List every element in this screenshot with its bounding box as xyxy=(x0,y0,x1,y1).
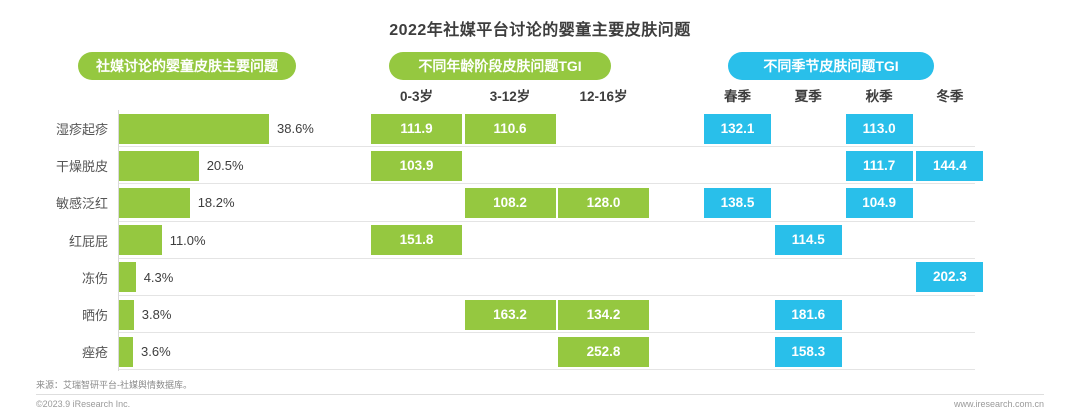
category-label: 红屁屁 xyxy=(68,233,108,249)
age-column-header-0-3: 0-3岁 xyxy=(399,89,433,104)
chart-row-3: 敏感泛红 18.2% 108.2 128.0 138.5 104.9 xyxy=(0,184,1080,222)
share-value-label: 4.3% xyxy=(143,269,174,285)
category-label: 敏感泛红 xyxy=(55,196,108,212)
category-label: 痤疮 xyxy=(81,345,108,361)
season-tgi-cell: 113.0 xyxy=(845,113,913,144)
page-title: 2022年社媒平台讨论的婴童主要皮肤问题 xyxy=(389,22,691,39)
copyright-label: ©2023.9 iResearch Inc. xyxy=(36,399,131,409)
chart-grid: 湿疹起疹 38.6% 111.9 110.6 132.1 113.0 干燥脱皮 20.5% 10… xyxy=(0,110,1080,371)
row-gridline xyxy=(118,220,975,222)
row-gridline xyxy=(118,257,975,259)
season-tgi-cell: 138.5 xyxy=(704,187,771,218)
age-tgi-cell: 252.8 xyxy=(558,336,649,367)
category-label: 冻伤 xyxy=(81,270,108,286)
category-label: 湿疹起疹 xyxy=(55,122,108,138)
share-bar xyxy=(119,225,162,256)
share-bar xyxy=(119,299,134,330)
chart-row-5: 冻伤 4.3% 202.3 xyxy=(0,259,1080,296)
season-tgi-cell: 104.9 xyxy=(845,187,913,218)
source-note: 来源：艾瑞智研平台-社媒舆情数据库。 xyxy=(36,380,192,390)
chart-row-7: 痤疮 3.6% 252.8 158.3 xyxy=(0,333,1080,371)
age-tgi-cell: 134.2 xyxy=(558,299,649,330)
age-tgi-cell: 110.6 xyxy=(464,113,556,144)
bar-chart-axis-line xyxy=(118,110,119,371)
season-tgi-cell: 114.5 xyxy=(774,225,842,256)
season-column-header-winter: 冬季 xyxy=(936,89,964,104)
share-bar xyxy=(119,150,199,181)
chart-row-1: 湿疹起疹 38.6% 111.9 110.6 132.1 113.0 xyxy=(0,110,1080,148)
share-bar xyxy=(119,262,136,293)
share-value-label: 20.5% xyxy=(206,158,244,174)
share-value-label: 3.6% xyxy=(141,344,171,360)
age-tgi-cell: 103.9 xyxy=(371,150,462,181)
age-tgi-cell: 163.2 xyxy=(464,299,556,330)
website-label: www.iresearch.com.cn xyxy=(953,399,1044,409)
row-gridline xyxy=(118,294,975,296)
season-tgi-cell: 132.1 xyxy=(704,113,771,144)
age-tgi-cell: 151.8 xyxy=(371,225,462,256)
row-gridline xyxy=(118,146,975,148)
share-bar xyxy=(119,187,190,218)
row-gridline xyxy=(118,183,975,185)
footer-divider xyxy=(36,394,1044,395)
season-tgi-cell: 181.6 xyxy=(774,299,842,330)
share-value-label: 18.2% xyxy=(197,195,235,211)
season-tgi-cell: 111.7 xyxy=(845,150,913,181)
left-section-pill: 社媒讨论的婴童皮肤主要问题 xyxy=(78,52,296,80)
season-column-header-summer: 夏季 xyxy=(794,89,822,104)
share-value-label: 38.6% xyxy=(277,121,314,136)
category-label: 晒伤 xyxy=(81,308,108,324)
age-column-header-12-16: 12-16岁 xyxy=(579,89,628,104)
season-tgi-cell: 158.3 xyxy=(774,336,842,367)
row-gridline xyxy=(118,369,975,371)
age-column-header-3-12: 3-12岁 xyxy=(489,89,531,104)
share-bar xyxy=(119,336,133,367)
share-value-label: 11.0% xyxy=(169,232,206,248)
category-label: 干燥脱皮 xyxy=(55,159,108,175)
chart-row-6: 晒伤 3.8% 163.2 134.2 181.6 xyxy=(0,296,1080,334)
age-tgi-cell: 111.9 xyxy=(371,113,462,144)
age-tgi-section-pill: 不同年龄阶段皮肤问题TGI xyxy=(389,52,611,80)
share-bar xyxy=(119,113,269,144)
chart-row-2: 干燥脱皮 20.5% 103.9 111.7 144.4 xyxy=(0,147,1080,185)
season-tgi-cell: 202.3 xyxy=(916,262,984,293)
season-column-header-autumn: 秋季 xyxy=(865,89,893,104)
age-tgi-cell: 108.2 xyxy=(464,187,556,218)
season-tgi-cell: 144.4 xyxy=(916,150,984,181)
share-value-label: 3.8% xyxy=(141,306,172,322)
row-gridline xyxy=(118,332,975,334)
age-tgi-cell: 128.0 xyxy=(558,187,649,218)
season-column-header-spring: 春季 xyxy=(724,89,751,104)
season-tgi-section-pill: 不同季节皮肤问题TGI xyxy=(728,52,934,80)
chart-row-4: 红屁屁 11.0% 151.8 114.5 xyxy=(0,222,1080,259)
